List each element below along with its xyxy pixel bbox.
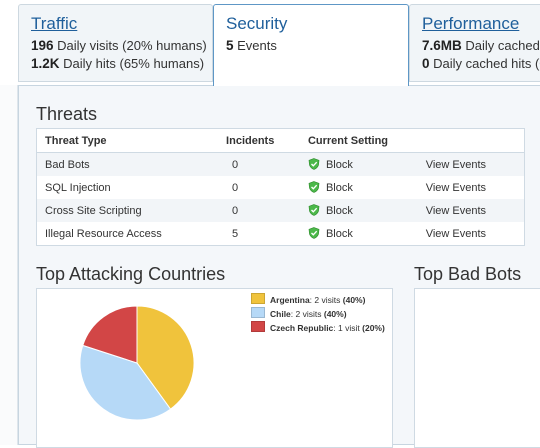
tab-performance[interactable]: Performance 7.6MB Daily cached c 0 Daily… — [409, 4, 540, 82]
current-setting[interactable]: Block — [300, 222, 418, 246]
tab-security-title[interactable]: Security — [226, 14, 288, 33]
security-events-count: 5 Events — [226, 38, 277, 53]
threat-type: Illegal Resource Access — [45, 227, 162, 240]
legend-swatch — [251, 293, 265, 304]
shield-check-icon — [308, 227, 320, 239]
current-setting[interactable]: Block — [300, 176, 418, 199]
legend-item-chile: Chile: 2 visits (40%) — [251, 307, 385, 321]
left-gutter — [0, 85, 18, 445]
current-setting[interactable]: Block — [299, 199, 418, 222]
col-current-setting: Current Setting — [299, 128, 418, 153]
threats-header-row: Threat Type Incidents Current Setting — [36, 128, 525, 153]
view-events-link[interactable]: View Events — [425, 227, 487, 240]
table-row: SQL Injection 0 Block View Events — [37, 176, 525, 199]
countries-title: Top Attacking Countries — [36, 264, 226, 284]
threat-type: Cross Site Scripting — [36, 199, 219, 222]
pie-slice-argentina — [136, 305, 195, 410]
tab-bar: Traffic 196 Daily visits (20% humans) 1.… — [0, 0, 540, 86]
view-events-link[interactable]: View Events — [417, 152, 525, 176]
shield-check-icon — [308, 204, 320, 216]
tab-traffic[interactable]: Traffic 196 Daily visits (20% humans) 1.… — [18, 4, 213, 82]
incidents-count: 0 — [218, 199, 300, 222]
shield-check-icon — [308, 158, 320, 170]
performance-cached-hits: 0 Daily cached hits (0 — [422, 56, 540, 71]
table-row: Illegal Resource Access 5 Block View Eve… — [37, 222, 525, 246]
countries-chart-box: Argentina: 2 visits (40%) Chile: 2 visit… — [36, 288, 393, 448]
bad-bots-box — [414, 288, 540, 448]
col-actions — [417, 128, 525, 153]
chart-legend: Argentina: 2 visits (40%) Chile: 2 visit… — [251, 293, 385, 335]
table-row: Cross Site Scripting 0 Block View Events — [36, 199, 525, 222]
traffic-daily-visits: 196 Daily visits (20% humans) — [31, 38, 207, 53]
current-setting[interactable]: Block — [299, 152, 418, 176]
countries-pie-chart — [79, 305, 195, 421]
legend-swatch — [251, 321, 265, 332]
tab-security[interactable]: Security 5 Events — [213, 4, 409, 86]
threat-type: Bad Bots — [36, 152, 219, 176]
incidents-count: 5 — [232, 227, 239, 240]
bad-bots-title: Top Bad Bots — [414, 264, 522, 284]
tab-traffic-title[interactable]: Traffic — [31, 14, 78, 33]
shield-check-icon — [308, 181, 320, 193]
incidents-count: 0 — [232, 181, 239, 194]
threats-title: Threats — [36, 104, 98, 124]
threat-type: SQL Injection — [45, 181, 111, 194]
legend-swatch — [251, 307, 265, 318]
table-row: Bad Bots 0 Block View Events — [36, 152, 525, 176]
col-incidents: Incidents — [218, 128, 300, 153]
incidents-count: 0 — [218, 152, 300, 176]
view-events-link[interactable]: View Events — [425, 181, 487, 194]
tab-performance-title[interactable]: Performance — [422, 14, 520, 33]
pie-slice-chile — [79, 344, 172, 421]
threats-table: Threat Type Incidents Current Setting Ba… — [36, 128, 525, 246]
legend-item-czech-republic: Czech Republic: 1 visit (20%) — [251, 321, 385, 335]
performance-cached-content: 7.6MB Daily cached c — [422, 38, 540, 53]
col-threat-type: Threat Type — [36, 128, 219, 153]
pie-slice-czech-republic — [82, 305, 138, 364]
view-events-link[interactable]: View Events — [417, 199, 525, 222]
legend-item-argentina: Argentina: 2 visits (40%) — [251, 293, 385, 307]
traffic-daily-hits: 1.2K Daily hits (65% humans) — [31, 56, 205, 71]
